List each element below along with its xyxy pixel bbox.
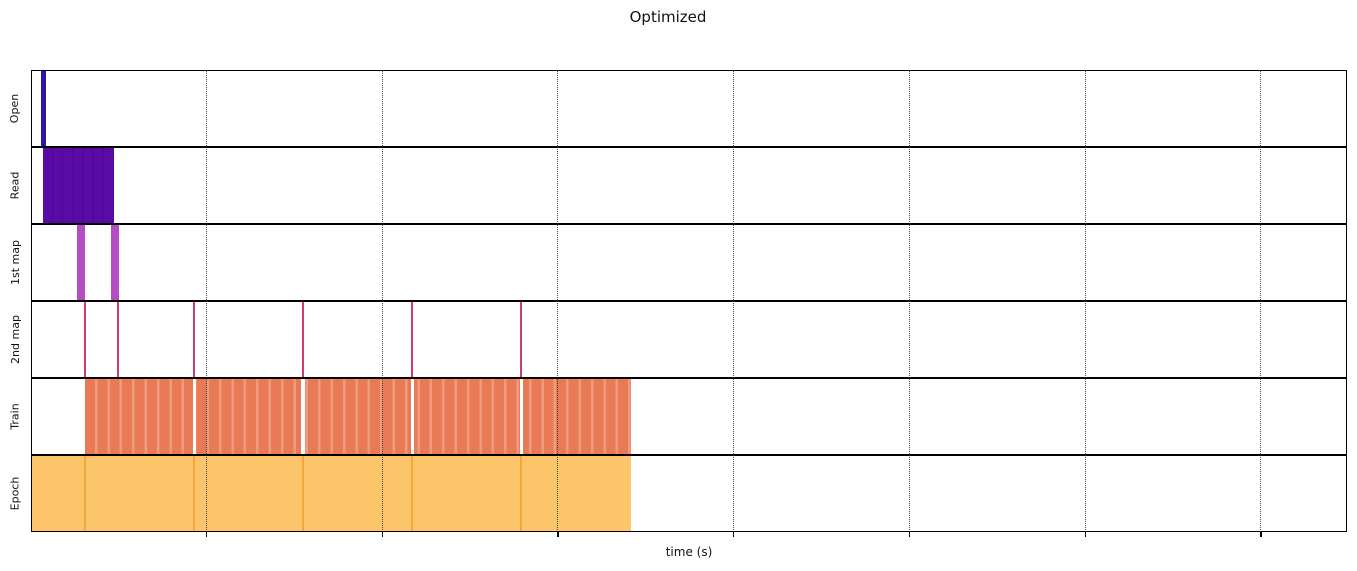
x-gridline [381,70,383,532]
bar-segment-second-map [520,302,523,377]
x-tick [1260,532,1262,537]
x-tick [1084,532,1086,537]
x-gridline [908,70,910,532]
bar-segment-first-map [76,225,85,300]
x-gridline [206,70,208,532]
epoch-gap [301,379,305,454]
row-label-read: Read [2,147,28,224]
bar-segment-first-map [111,225,120,300]
epoch-gap [192,379,196,454]
x-axis-label: time (s) [665,545,713,559]
row-epoch [31,455,1347,532]
epoch-boundary-line [83,456,86,531]
bar-segment-read [43,148,115,223]
row-second-map [31,301,1347,378]
y-tick-label: Open [8,93,22,124]
row-label-epoch: Epoch [2,455,28,532]
x-tick [381,532,384,537]
row-label-open: Open [2,70,28,147]
row-train [31,378,1347,455]
chart-title: Optimized [629,8,707,26]
row-label-first-map: 1st map [2,224,28,301]
x-gridline [733,70,735,532]
x-gridline [557,70,559,532]
row-open [31,70,1347,147]
y-tick-label: Train [8,403,22,430]
y-tick-label: Read [8,171,22,200]
row-read [31,147,1347,224]
bar-segment-open [40,71,46,146]
epoch-boundary-line [411,456,414,531]
y-tick-label: 2nd map [8,315,22,364]
x-gridline [1260,70,1262,532]
bar-segment-train [84,379,631,454]
x-tick [908,532,911,537]
x-tick [733,532,735,537]
y-tick-label: 1st map [8,240,22,285]
epoch-boundary-line [193,456,196,531]
x-tick [557,532,559,537]
bar-segment-second-map [83,302,86,377]
bar-segment-second-map [193,302,196,377]
epoch-gap [519,379,523,454]
epoch-gap [410,379,414,454]
row-label-train: Train [2,378,28,455]
x-tick [206,532,208,537]
bar-segment-epoch [32,456,631,531]
row-label-second-map: 2nd map [2,301,28,378]
x-gridline [1084,70,1086,532]
epoch-boundary-line [301,456,304,531]
bar-segment-second-map [411,302,414,377]
bar-segment-second-map [301,302,304,377]
bar-segment-second-map [116,302,119,377]
plot-area [31,70,1347,532]
y-tick-label: Epoch [8,476,22,511]
epoch-boundary-line [520,456,523,531]
row-first-map [31,224,1347,301]
